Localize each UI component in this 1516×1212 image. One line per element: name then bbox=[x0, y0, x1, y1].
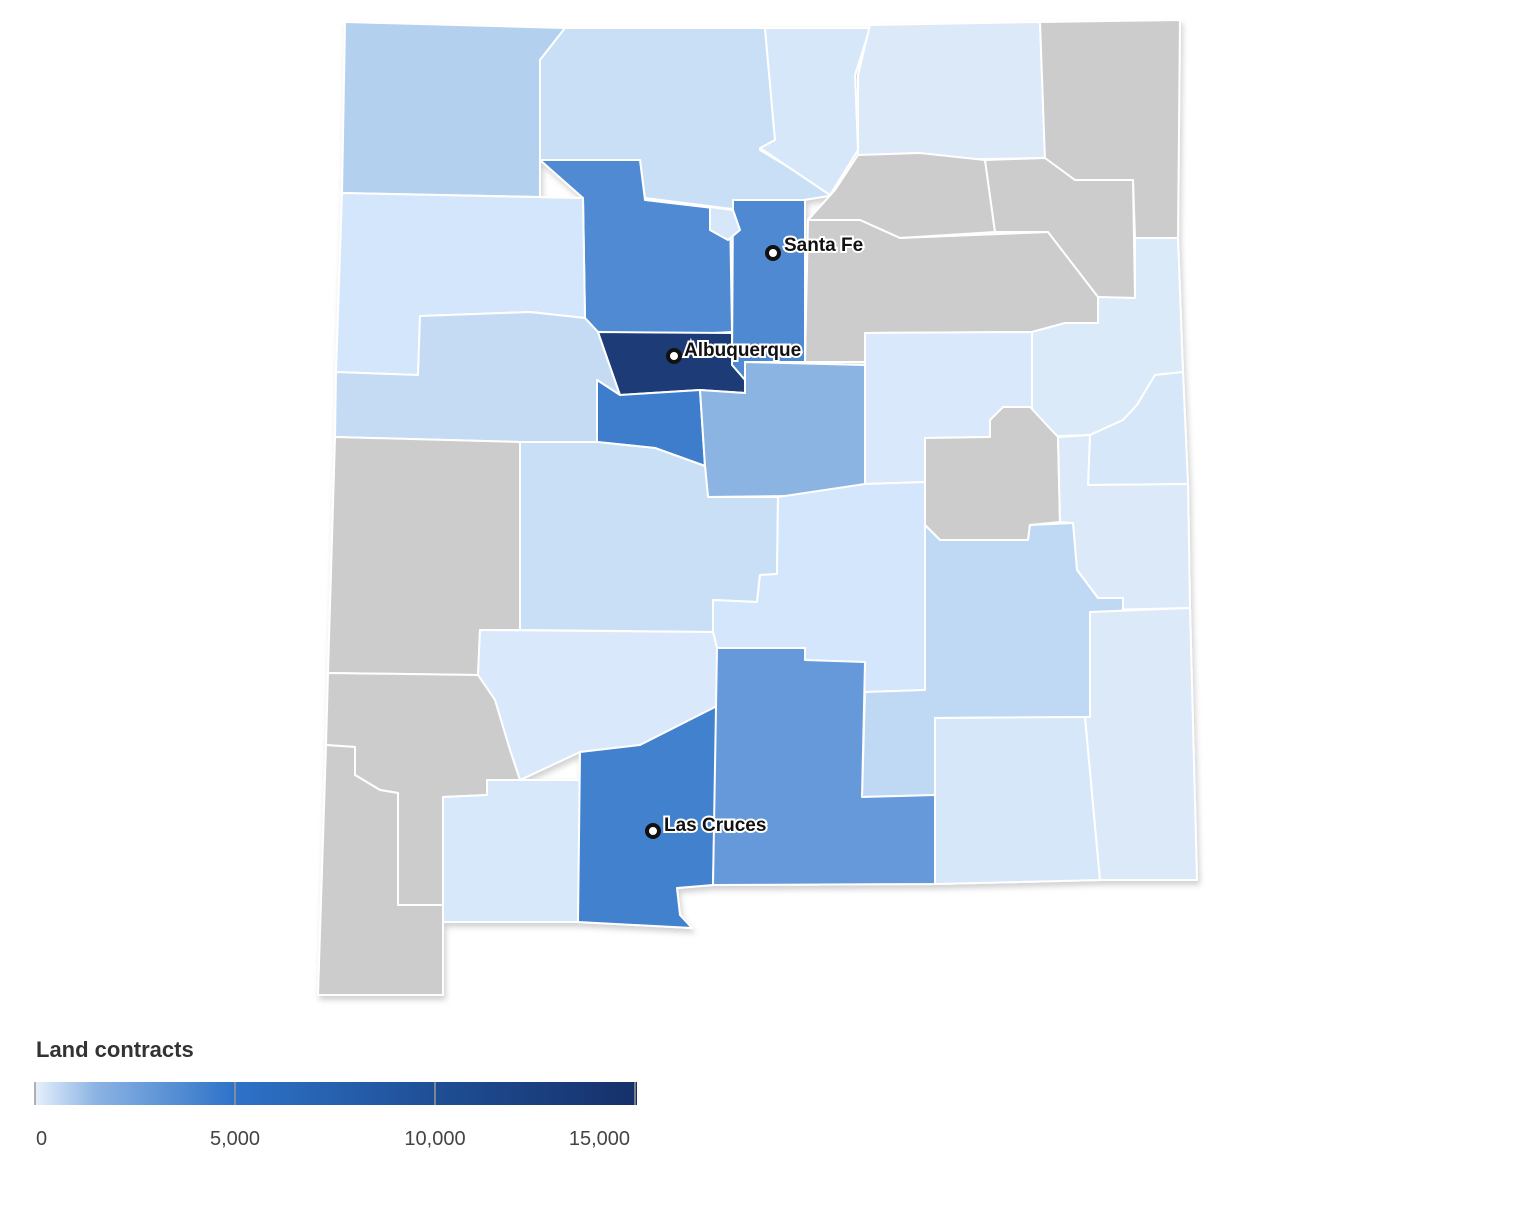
color-scale bbox=[35, 1082, 637, 1105]
county bbox=[341, 21, 566, 198]
scale-tick-label: 0 bbox=[36, 1128, 47, 1150]
city-label: Las Cruces bbox=[664, 815, 766, 836]
legend-title: Land contracts bbox=[36, 1037, 194, 1062]
city-marker bbox=[666, 348, 682, 364]
county bbox=[1084, 607, 1198, 881]
city-marker bbox=[765, 245, 781, 261]
county bbox=[709, 206, 741, 241]
scale-tick-label: 15,000 bbox=[569, 1128, 630, 1150]
city-labels: Santa Fe Albuquerque Las Cruces bbox=[645, 233, 865, 839]
county bbox=[712, 647, 936, 886]
county bbox=[442, 779, 581, 923]
scale-tick-label: 10,000 bbox=[404, 1128, 465, 1150]
legend: Land contracts 0 5,000 10,000 15,000 bbox=[34, 1037, 637, 1150]
county bbox=[934, 716, 1101, 885]
county bbox=[317, 744, 444, 996]
city-marker bbox=[645, 823, 661, 839]
city-label: Albuquerque bbox=[684, 340, 801, 361]
county bbox=[857, 21, 1046, 161]
state-map bbox=[317, 19, 1198, 996]
city-label: Santa Fe bbox=[784, 235, 863, 256]
county bbox=[577, 705, 718, 929]
scale-tick-label: 5,000 bbox=[210, 1128, 260, 1150]
